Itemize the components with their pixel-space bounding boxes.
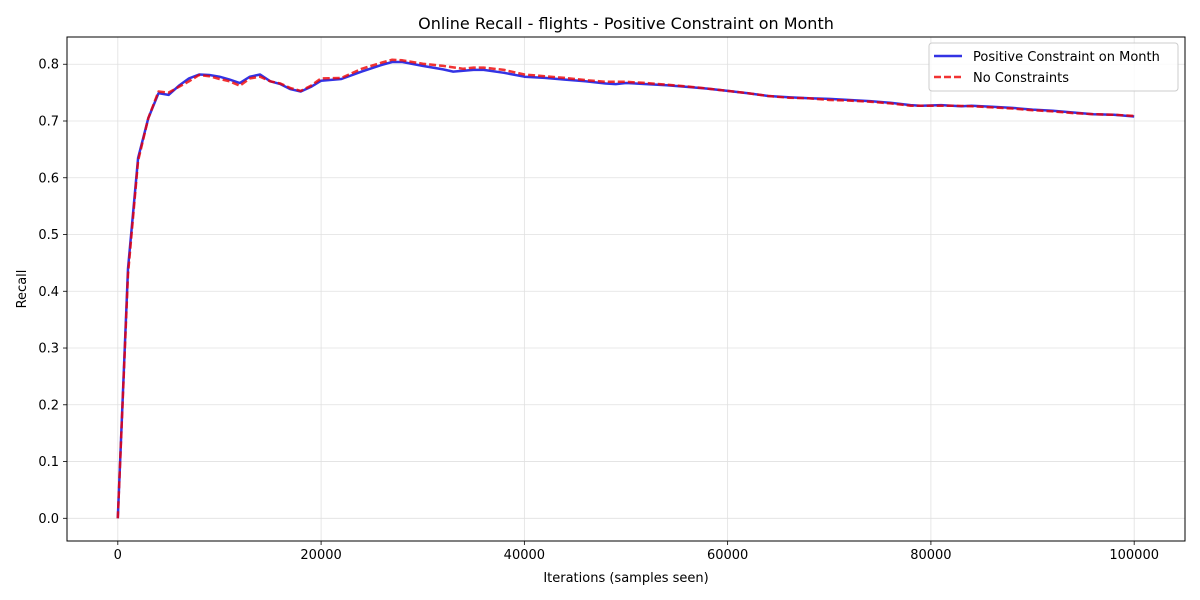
x-tick-label: 80000 <box>910 548 951 563</box>
y-tick-label: 0.5 <box>38 228 59 243</box>
legend-label-no-constraints: No Constraints <box>973 71 1069 86</box>
y-tick-label: 0.8 <box>38 58 59 73</box>
x-tick-label: 40000 <box>504 548 545 563</box>
legend: Positive Constraint on Month No Constrai… <box>928 42 1179 92</box>
x-axis-ticks: 0 20000 40000 60000 80000 100000 <box>114 541 1159 563</box>
x-tick-label: 0 <box>114 548 122 563</box>
x-tick-label: 100000 <box>1109 548 1159 563</box>
y-axis-ticks: 0.0 0.1 0.2 0.3 0.4 0.5 0.6 0.7 0.8 <box>38 58 67 527</box>
y-axis-label: Recall <box>15 270 30 309</box>
x-axis-label: Iterations (samples seen) <box>543 571 708 586</box>
x-tick-label: 20000 <box>300 548 341 563</box>
legend-label-positive-constraint: Positive Constraint on Month <box>973 50 1160 65</box>
legend-box <box>928 42 1179 92</box>
y-tick-label: 0.0 <box>38 512 59 527</box>
y-tick-label: 0.6 <box>38 171 59 186</box>
y-tick-label: 0.1 <box>38 455 59 470</box>
plot-frame <box>66 36 1186 542</box>
x-tick-label: 60000 <box>707 548 748 563</box>
series-layer <box>116 58 1135 519</box>
y-tick-label: 0.7 <box>38 115 59 130</box>
chart-title: Online Recall - flights - Positive Const… <box>418 14 834 33</box>
y-tick-label: 0.3 <box>38 342 59 357</box>
y-tick-label: 0.2 <box>38 398 59 413</box>
y-tick-label: 0.4 <box>38 285 59 300</box>
series-line-no-constraints <box>116 58 1135 519</box>
grid-lines <box>67 37 1185 541</box>
